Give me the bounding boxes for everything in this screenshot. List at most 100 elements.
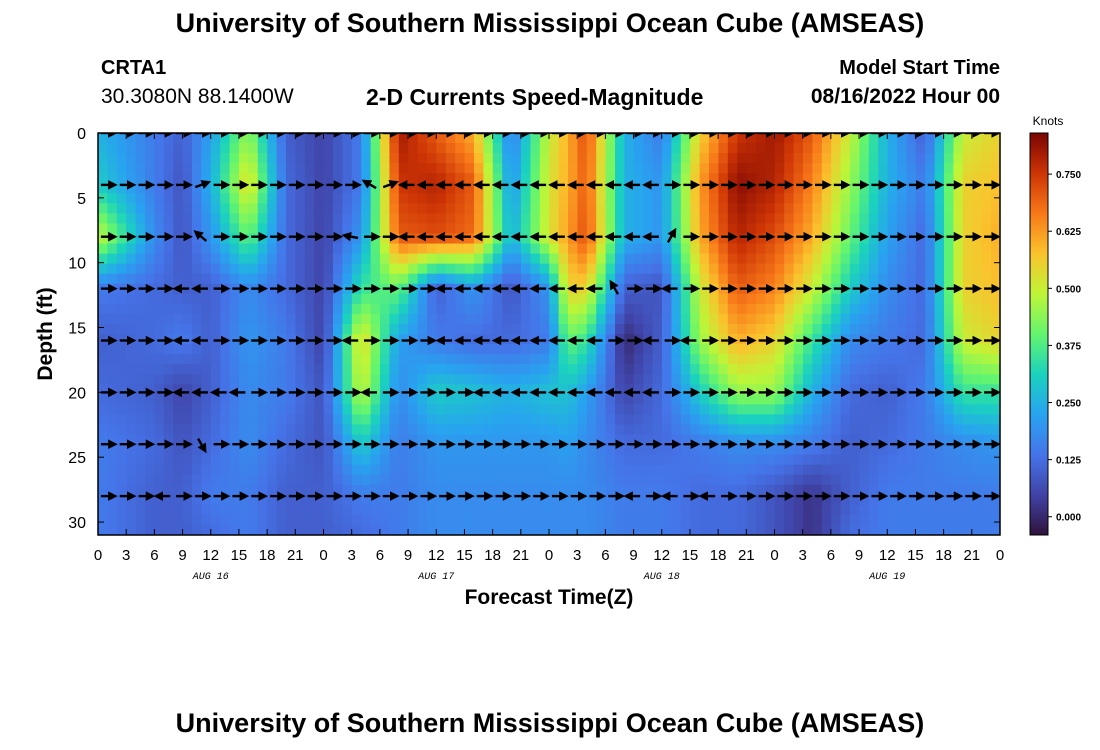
heatmap-cell xyxy=(878,444,889,456)
heatmap-cell xyxy=(915,233,926,245)
heatmap-cell xyxy=(633,444,644,456)
heatmap-cell xyxy=(868,253,879,265)
heatmap-cell xyxy=(690,213,701,225)
heatmap-cell xyxy=(981,313,992,325)
heatmap-cell xyxy=(962,213,973,225)
heatmap-cell xyxy=(906,494,917,506)
heatmap-cell xyxy=(680,374,691,385)
heatmap-cell xyxy=(342,444,353,456)
heatmap-cell xyxy=(483,153,494,164)
heatmap-cell xyxy=(859,273,870,285)
heatmap-cell xyxy=(455,424,466,436)
heatmap-cell xyxy=(351,464,362,476)
heatmap-cell xyxy=(361,424,372,436)
heatmap-cell xyxy=(286,163,296,174)
heatmap-cell xyxy=(568,414,578,426)
heatmap-cell xyxy=(812,474,823,486)
heatmap-cell xyxy=(727,133,738,144)
heatmap-cell xyxy=(492,293,503,305)
heatmap-cell xyxy=(474,494,484,506)
heatmap-cell xyxy=(408,133,419,144)
heatmap-cell xyxy=(765,454,776,466)
heatmap-cell xyxy=(859,143,870,154)
heatmap-cell xyxy=(718,303,729,315)
heatmap-cell xyxy=(342,404,353,415)
heatmap-cell xyxy=(417,394,428,405)
heatmap-cell xyxy=(521,273,531,285)
x-tick-label: 0 xyxy=(319,547,327,564)
heatmap-cell xyxy=(831,444,842,456)
heatmap-cell xyxy=(690,424,701,436)
heatmap-cell xyxy=(464,474,475,486)
heatmap-cell xyxy=(173,313,184,325)
heatmap-cell xyxy=(906,414,917,426)
heatmap-cell xyxy=(596,143,607,154)
heatmap-cell xyxy=(765,153,776,164)
heatmap-cell xyxy=(944,504,954,516)
heatmap-cell xyxy=(116,153,127,164)
heatmap-cell xyxy=(671,163,682,174)
heatmap-cell xyxy=(680,243,691,255)
heatmap-cell xyxy=(455,454,466,466)
heatmap-cell xyxy=(727,344,738,355)
heatmap-cell xyxy=(699,183,710,194)
heatmap-cell xyxy=(981,223,992,235)
heatmap-cell xyxy=(539,444,550,456)
heatmap-cell xyxy=(361,354,372,365)
heatmap-cell xyxy=(370,323,381,335)
heatmap-cell xyxy=(417,163,428,174)
heatmap-cell xyxy=(840,484,851,496)
heatmap-cell xyxy=(774,243,785,255)
heatmap-cell xyxy=(662,414,672,426)
heatmap-cell xyxy=(615,404,625,415)
heatmap-cell xyxy=(304,444,315,456)
heatmap-cell xyxy=(821,173,832,184)
heatmap-cell xyxy=(135,133,146,144)
heatmap-cell xyxy=(333,223,343,235)
heatmap-cell xyxy=(850,434,860,446)
heatmap-cell xyxy=(257,474,268,486)
heatmap-cell xyxy=(248,504,259,516)
heatmap-cell xyxy=(455,133,466,144)
heatmap-cell xyxy=(652,173,663,184)
heatmap-cell xyxy=(915,374,926,385)
heatmap-cell xyxy=(267,203,278,214)
heatmap-cell xyxy=(107,504,118,516)
heatmap-cell xyxy=(765,404,776,415)
heatmap-cell xyxy=(850,414,860,426)
heatmap-cell xyxy=(803,153,813,164)
heatmap-cell xyxy=(135,173,146,184)
heatmap-cell xyxy=(577,143,588,154)
heatmap-cell xyxy=(746,213,757,225)
heatmap-cell xyxy=(793,293,804,305)
heatmap-cell xyxy=(521,323,531,335)
heatmap-cell xyxy=(868,303,879,315)
heatmap-cell xyxy=(699,384,710,395)
heatmap-cell xyxy=(323,524,334,535)
heatmap-cell xyxy=(615,313,625,325)
heatmap-cell xyxy=(868,183,879,194)
heatmap-cell xyxy=(314,364,325,375)
heatmap-cell xyxy=(784,143,795,154)
heatmap-cell xyxy=(342,173,353,184)
heatmap-cell xyxy=(182,323,193,335)
heatmap-cell xyxy=(962,163,973,174)
heatmap-cell xyxy=(154,143,165,154)
heatmap-cell xyxy=(521,313,531,325)
heatmap-cell xyxy=(304,163,315,174)
heatmap-cell xyxy=(737,273,748,285)
heatmap-cell xyxy=(821,364,832,375)
heatmap-cell xyxy=(643,133,654,144)
heatmap-cell xyxy=(210,163,221,174)
heatmap-cell xyxy=(897,223,907,235)
heatmap-cell xyxy=(803,414,813,426)
heatmap-cell xyxy=(962,143,973,154)
heatmap-cell xyxy=(850,524,860,535)
heatmap-cell xyxy=(605,374,616,385)
heatmap-cell xyxy=(380,404,390,415)
heatmap-cell xyxy=(652,273,663,285)
heatmap-cell xyxy=(314,303,325,315)
heatmap-cell xyxy=(417,404,428,415)
heatmap-cell xyxy=(267,143,278,154)
heatmap-cell xyxy=(210,303,221,315)
